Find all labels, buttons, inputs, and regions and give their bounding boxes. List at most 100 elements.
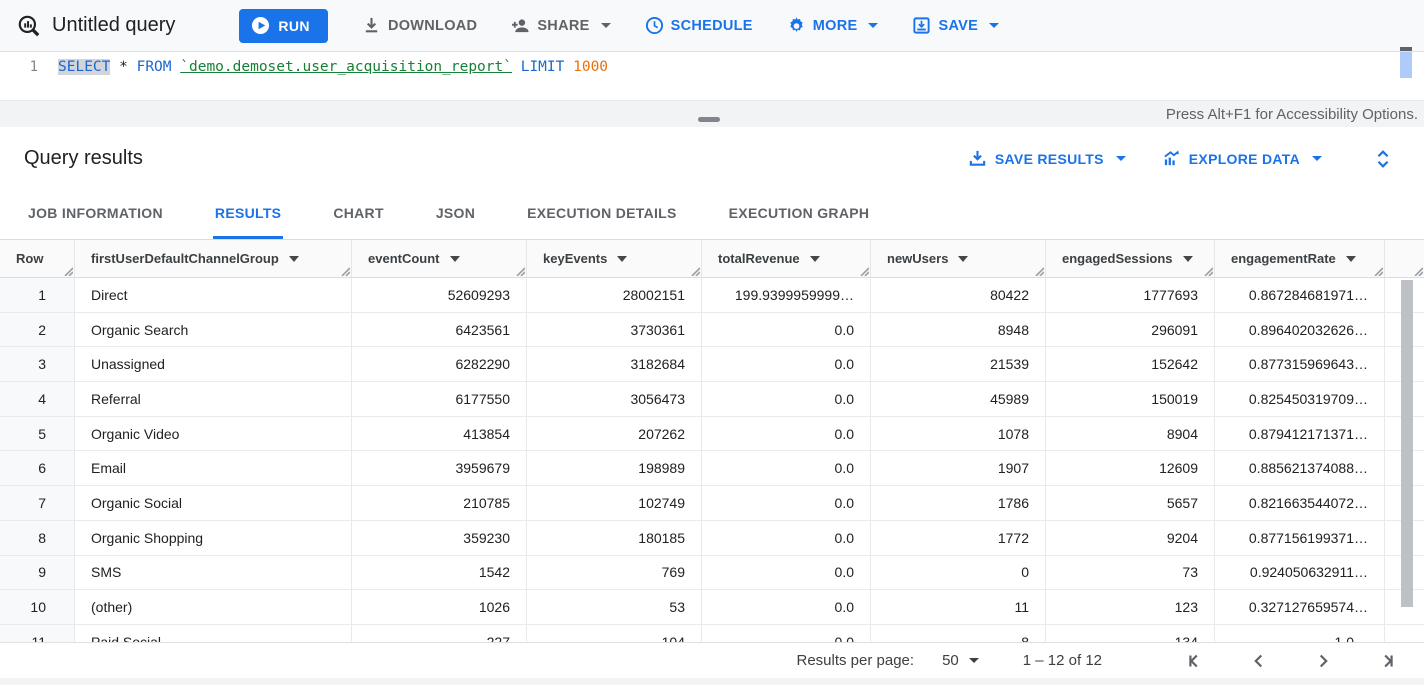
- column-header-firstUserDefaultChannelGroup[interactable]: firstUserDefaultChannelGroup: [75, 240, 352, 277]
- expand-collapse-panel-button[interactable]: [1372, 148, 1394, 170]
- cell-eventCount: 1026: [352, 590, 527, 624]
- line-number-gutter: 1: [29, 59, 38, 75]
- first-page-icon: [1189, 654, 1198, 667]
- column-header-totalRevenue[interactable]: totalRevenue: [702, 240, 871, 277]
- column-label: engagementRate: [1231, 251, 1336, 266]
- cell-eventCount: 210785: [352, 486, 527, 520]
- explore-data-chart-icon: [1164, 150, 1179, 166]
- sql-token-number: 1000: [573, 59, 609, 75]
- cell-keyEvents: 198989: [527, 451, 702, 486]
- sql-token-plain: [564, 59, 573, 75]
- cell-keyEvents: 53: [527, 590, 702, 624]
- cell-engagedSessions: 8904: [1046, 416, 1215, 451]
- sort-caret-icon[interactable]: [1345, 255, 1356, 262]
- sort-caret-icon[interactable]: [1182, 255, 1193, 262]
- first-page-button[interactable]: [1184, 650, 1206, 672]
- cell-newUsers: 8: [871, 624, 1046, 642]
- play-icon: [252, 16, 270, 35]
- row-number-cell: 2: [0, 312, 75, 347]
- chevron-right-icon: [1319, 654, 1328, 667]
- tab-results[interactable]: RESULTS: [212, 190, 284, 239]
- tab-json[interactable]: JSON: [435, 205, 476, 221]
- horizontal-scrollbar-track[interactable]: [0, 678, 1424, 685]
- table-row: 4 Referral 6177550 3056473 0.0 45989 150019 0.8…: [0, 382, 1424, 417]
- sql-code-line[interactable]: SELECT * FROM `demo.demoset.user_acquisi…: [58, 52, 608, 100]
- cell-firstUserDefaultChannelGroup: Direct: [75, 278, 352, 312]
- gear-icon: [790, 17, 803, 32]
- tab-execution-graph[interactable]: EXECUTION GRAPH: [728, 205, 870, 221]
- save-button[interactable]: SAVE: [912, 16, 1000, 35]
- save-results-button[interactable]: SAVE RESULTS: [968, 149, 1126, 168]
- tab-chart[interactable]: CHART: [333, 205, 384, 221]
- sql-token-keyword: SELECT: [58, 59, 111, 75]
- cell-newUsers: 11: [871, 590, 1046, 624]
- chevron-down-icon: [989, 23, 1000, 28]
- sort-caret-icon[interactable]: [958, 255, 969, 262]
- row-number-cell: 10: [0, 590, 75, 624]
- sql-token-plain: [172, 59, 181, 75]
- explore-data-button[interactable]: EXPLORE DATA: [1162, 149, 1322, 168]
- cell-keyEvents: 3056473: [527, 382, 702, 416]
- share-button[interactable]: SHARE: [511, 16, 611, 35]
- column-resize-grip[interactable]: [1033, 265, 1044, 276]
- column-header-keyEvents[interactable]: keyEvents: [527, 240, 702, 277]
- cell-keyEvents: 102749: [527, 486, 702, 520]
- column-header-Row[interactable]: Row: [0, 240, 75, 277]
- cell-keyEvents: 207262: [527, 416, 702, 451]
- cell-totalRevenue: 0.0: [702, 520, 871, 555]
- column-label: firstUserDefaultChannelGroup: [91, 251, 279, 266]
- column-header-newUsers[interactable]: newUsers: [871, 240, 1046, 277]
- table-vertical-scrollbar[interactable]: [1401, 280, 1413, 607]
- column-header-engagedSessions[interactable]: engagedSessions: [1046, 240, 1215, 277]
- cell-totalRevenue: 0.0: [702, 590, 871, 624]
- cell-engagedSessions: 73: [1046, 555, 1215, 590]
- column-resize-grip[interactable]: [514, 265, 525, 276]
- cell-engagementRate: 0.867284681971…: [1215, 278, 1385, 312]
- table-row: 11 Paid Social 227 104 0.0 8 134 1.0…: [0, 624, 1424, 642]
- cell-newUsers: 80422: [871, 278, 1046, 312]
- editor-scrollbar[interactable]: [1400, 52, 1412, 78]
- sort-caret-icon[interactable]: [449, 255, 460, 262]
- row-number-cell: 6: [0, 451, 75, 486]
- cell-eventCount: 359230: [352, 520, 527, 555]
- accessibility-hint: Press Alt+F1 for Accessibility Options.: [1165, 105, 1418, 123]
- person-add-icon: [512, 19, 529, 33]
- sort-caret-icon[interactable]: [809, 255, 820, 262]
- cell-firstUserDefaultChannelGroup: Organic Shopping: [75, 520, 352, 555]
- column-resize-grip[interactable]: [858, 265, 869, 276]
- tab-job-information[interactable]: JOB INFORMATION: [28, 205, 163, 221]
- schedule-button[interactable]: SCHEDULE: [645, 16, 753, 35]
- last-page-button[interactable]: [1376, 650, 1398, 672]
- tab-execution-details[interactable]: EXECUTION DETAILS: [527, 205, 677, 221]
- column-header-engagementRate[interactable]: engagementRate: [1215, 240, 1385, 277]
- column-resize-grip[interactable]: [339, 265, 350, 276]
- results-header: Query results SAVE RESULTS EXPLORE DATA: [0, 127, 1424, 190]
- column-resize-grip[interactable]: [62, 265, 73, 276]
- column-header-eventCount[interactable]: eventCount: [352, 240, 527, 277]
- cell-engagedSessions: 296091: [1046, 312, 1215, 347]
- previous-page-button[interactable]: [1248, 650, 1270, 672]
- cell-totalRevenue: 199.9399959999…: [702, 278, 871, 312]
- splitter-drag-handle[interactable]: [698, 117, 720, 122]
- chevron-down-icon: [1115, 156, 1126, 161]
- results-tab-bar: JOB INFORMATION RESULTS CHART JSON EXECUTION…: [0, 190, 1424, 240]
- sql-editor[interactable]: 1 SELECT * FROM `demo.demoset.user_acqui…: [0, 47, 1424, 100]
- cell-newUsers: 1786: [871, 486, 1046, 520]
- column-resize-grip[interactable]: [1372, 265, 1383, 276]
- last-page-icon: [1384, 654, 1393, 667]
- sort-caret-icon[interactable]: [288, 255, 299, 262]
- column-resize-grip[interactable]: [689, 265, 700, 276]
- column-resize-grip[interactable]: [1202, 265, 1213, 276]
- bigquery-query-icon: [18, 15, 40, 36]
- cell-eventCount: 6423561: [352, 312, 527, 347]
- table-body: 1 Direct 52609293 28002151 199.9399959999… 80…: [0, 278, 1424, 642]
- next-page-button[interactable]: [1312, 650, 1334, 672]
- cell-firstUserDefaultChannelGroup: Unassigned: [75, 347, 352, 382]
- download-button[interactable]: DOWNLOAD: [362, 16, 477, 35]
- more-button[interactable]: MORE: [787, 16, 879, 35]
- column-resize-grip[interactable]: [1412, 265, 1423, 276]
- sort-caret-icon[interactable]: [617, 255, 628, 262]
- run-button[interactable]: RUN: [239, 8, 328, 43]
- cell-keyEvents: 3730361: [527, 312, 702, 347]
- page-size-select[interactable]: 50: [942, 652, 979, 669]
